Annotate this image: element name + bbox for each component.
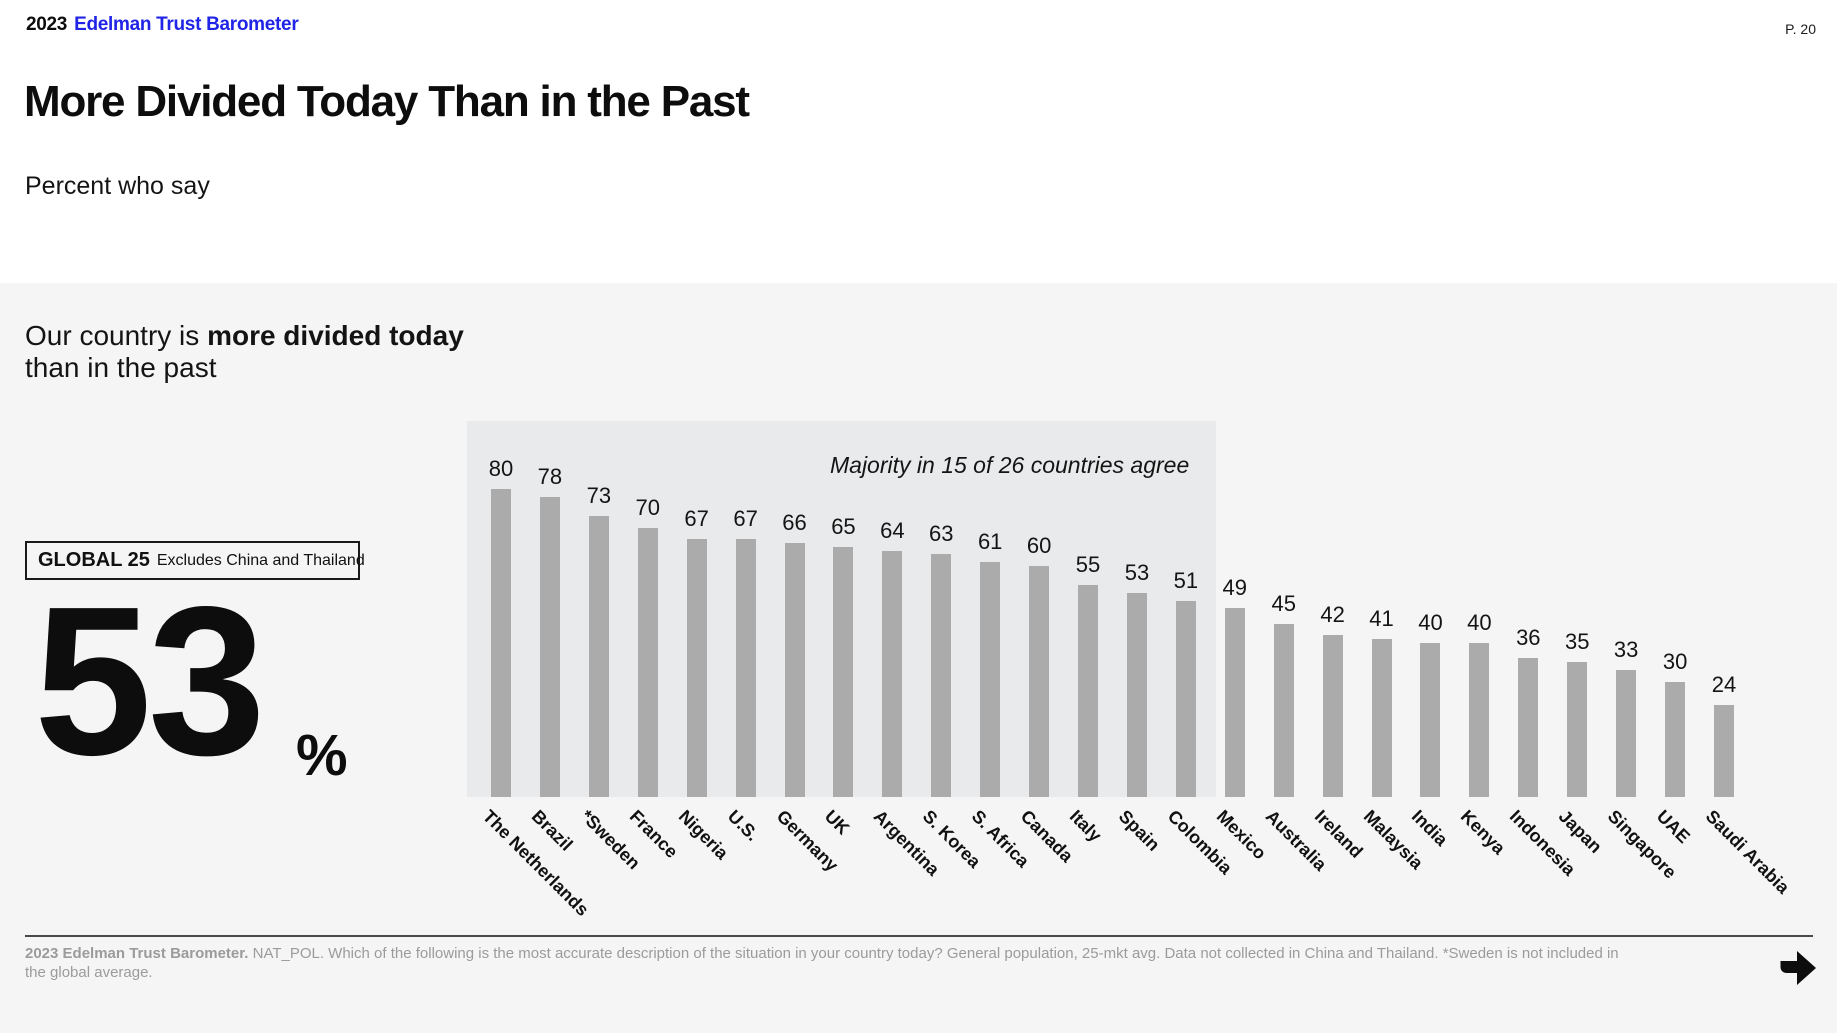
brand-year: 2023 (26, 14, 68, 35)
page-subtitle: Percent who say (25, 172, 210, 200)
global-average-value: 53 (34, 562, 266, 799)
statement-text: Our country is more divided today than i… (25, 320, 464, 384)
global-average-box: GLOBAL 25 Excludes China and Thailand (25, 541, 365, 580)
statement-tail: than in the past (25, 352, 217, 383)
brand-logo: 2023 Edelman Trust Barometer (26, 14, 299, 36)
page-number: P. 20 (1785, 21, 1816, 37)
footnote-text: 2023 Edelman Trust Barometer. NAT_POL. W… (25, 944, 1625, 982)
footnote-source: 2023 Edelman Trust Barometer. (25, 945, 249, 962)
footnote-body: NAT_POL. Which of the following is the m… (25, 945, 1619, 981)
brand-name: Edelman Trust Barometer (74, 14, 299, 35)
page-title: More Divided Today Than in the Past (24, 77, 750, 126)
footer-divider (25, 935, 1813, 937)
global-average-label: GLOBAL 25 (38, 549, 150, 571)
global-average-unit: % (296, 723, 348, 788)
statement-lead: Our country is (25, 320, 208, 351)
statement-emphasis: more divided today (207, 320, 464, 351)
arrow-right-icon[interactable] (1776, 944, 1822, 990)
chart-annotation: Majority in 15 of 26 countries agree (830, 452, 1190, 478)
global-average-note: Excludes China and Thailand (156, 551, 365, 569)
